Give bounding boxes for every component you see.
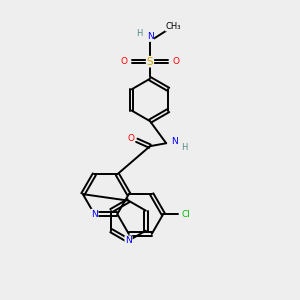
- Text: O: O: [121, 57, 128, 66]
- Text: N: N: [125, 236, 132, 245]
- Text: N: N: [171, 137, 178, 146]
- Text: N: N: [91, 210, 98, 219]
- Text: S: S: [147, 57, 153, 67]
- Text: N: N: [147, 32, 153, 41]
- Text: H: H: [136, 29, 143, 38]
- Text: H: H: [181, 143, 188, 152]
- Text: Cl: Cl: [182, 210, 191, 219]
- Text: O: O: [128, 134, 134, 143]
- Text: O: O: [172, 57, 179, 66]
- Text: CH₃: CH₃: [166, 22, 181, 31]
